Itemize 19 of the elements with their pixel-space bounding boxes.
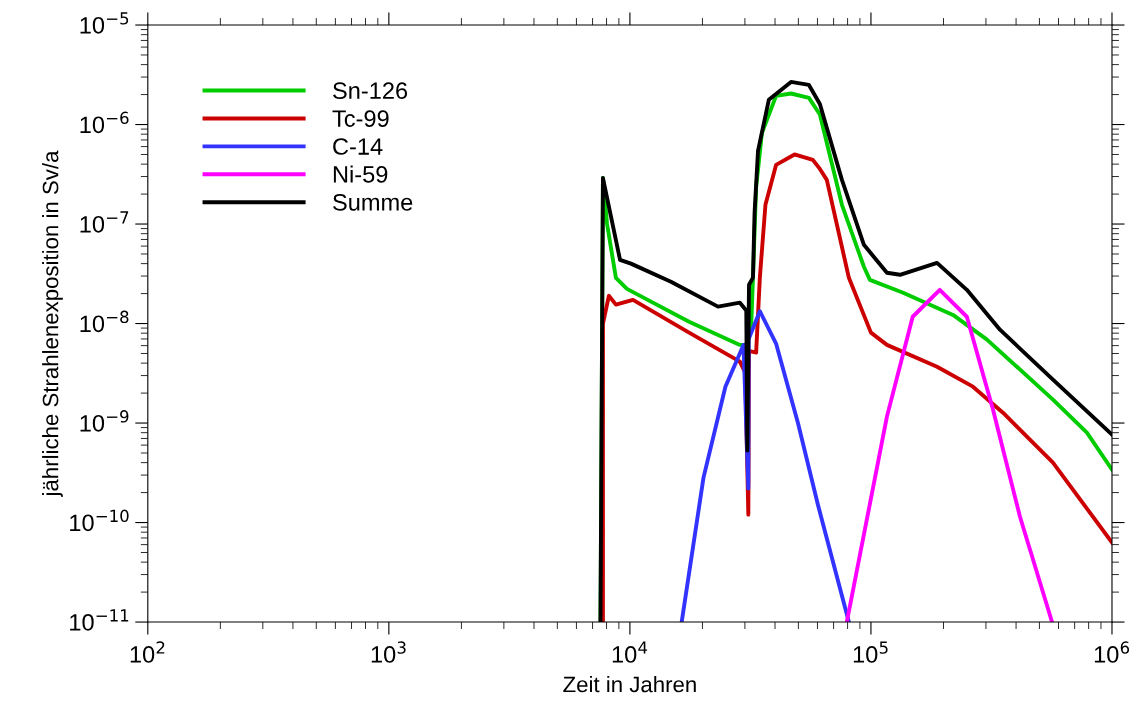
x-tick-label: 10$^{3}$ xyxy=(371,641,406,663)
x-tick-label: 10$^{6}$ xyxy=(1094,641,1130,663)
legend-label: Ni-59 xyxy=(333,165,388,183)
y-tick-label: 10$^{−10}$ xyxy=(70,509,129,532)
y-tick-label: 10$^{−9}$ xyxy=(80,410,129,432)
legend-label: Summe xyxy=(333,193,413,211)
x-tick-label: 10$^{2}$ xyxy=(130,641,165,663)
y-tick-label: 10$^{−7}$ xyxy=(80,211,129,233)
x-tick-label: 10$^{5}$ xyxy=(853,641,888,663)
legend-label: Tc-99 xyxy=(332,110,389,127)
y-tick-label: 10$^{−6}$ xyxy=(80,111,129,134)
y-tick-label: 10$^{−8}$ xyxy=(80,310,129,333)
y-tick-label: 10$^{−11}$ xyxy=(70,609,129,631)
legend-label: C-14 xyxy=(333,138,383,155)
y-tick-label: 10$^{−5}$ xyxy=(80,12,129,34)
y-axis-title: jährliche Strahlenexposition in Sv/a xyxy=(42,150,63,498)
x-tick-label: 10$^{4}$ xyxy=(612,641,648,663)
legend-label: Sn-126 xyxy=(333,82,408,100)
x-axis-title: Zeit in Jahren xyxy=(563,676,696,693)
